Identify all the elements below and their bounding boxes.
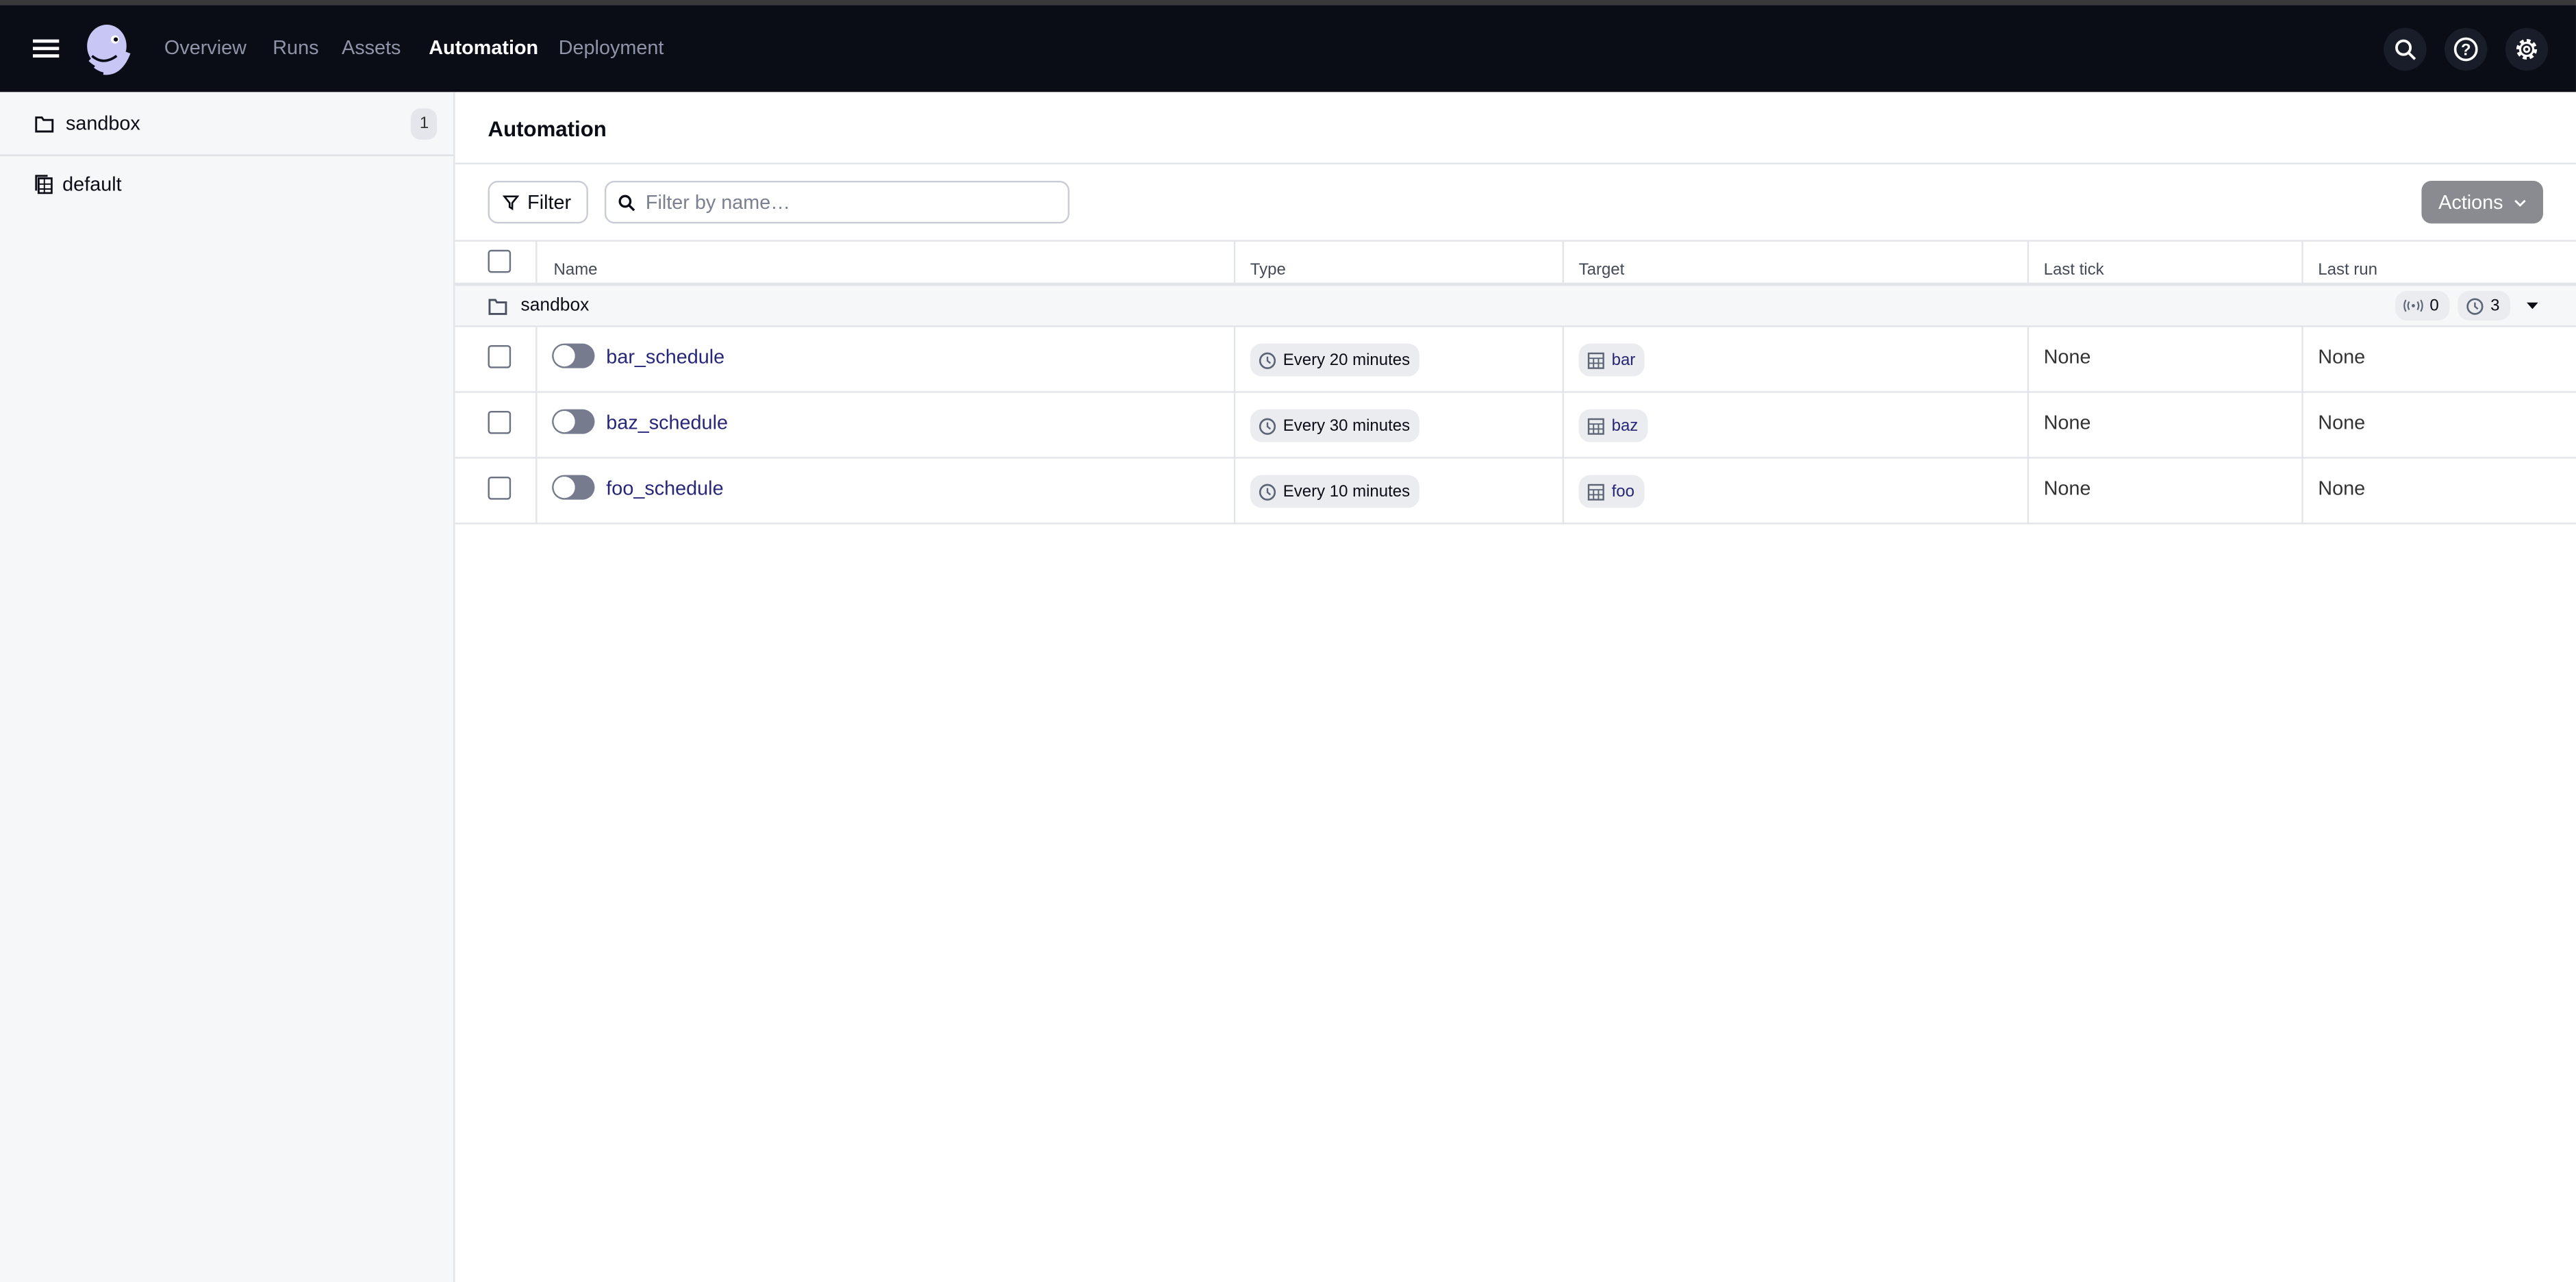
- sidebar-item-label: default: [62, 173, 122, 196]
- group-row-sandbox[interactable]: sandbox 0 3: [455, 282, 2576, 327]
- row-checkbox[interactable]: [488, 477, 512, 500]
- last-tick: None: [2043, 411, 2091, 434]
- actions-label: Actions: [2438, 190, 2503, 214]
- actions-button[interactable]: Actions: [2421, 181, 2543, 224]
- table-row: foo_schedule Every 10 minutes foo None N…: [455, 458, 2576, 525]
- table-icon: [1587, 417, 1604, 434]
- column-header-type[interactable]: Type: [1250, 261, 1286, 280]
- window-top-strip: [0, 0, 2576, 5]
- schedule-type: Every 20 minutes: [1283, 351, 1411, 369]
- sidebar-item-sandbox[interactable]: sandbox 1: [0, 92, 454, 157]
- last-run: None: [2318, 345, 2366, 368]
- search-placeholder: Filter by name…: [645, 190, 791, 214]
- repository-icon: [35, 175, 53, 194]
- help-button[interactable]: ?: [2445, 27, 2488, 71]
- schedule-type-pill: Every 20 minutes: [1250, 343, 1420, 377]
- clock-icon: [2466, 297, 2484, 314]
- schedule-name-link[interactable]: foo_schedule: [606, 477, 724, 500]
- target-pill[interactable]: foo: [1578, 475, 1645, 508]
- last-run: None: [2318, 411, 2366, 434]
- schedule-type-pill: Every 10 minutes: [1250, 475, 1420, 508]
- schedule-name-link[interactable]: baz_schedule: [606, 411, 728, 434]
- table-icon: [1587, 483, 1604, 500]
- sidebar-item-default[interactable]: default: [0, 168, 453, 201]
- column-header-last-tick[interactable]: Last tick: [2043, 261, 2104, 280]
- help-icon: ?: [2453, 37, 2478, 62]
- target-name: foo: [1611, 482, 1634, 501]
- dagster-logo[interactable]: [81, 23, 134, 77]
- last-tick: None: [2043, 477, 2091, 500]
- filter-button[interactable]: Filter: [488, 181, 588, 224]
- schedule-toggle[interactable]: [552, 409, 595, 434]
- schedule-type: Every 10 minutes: [1283, 482, 1411, 501]
- schedules-count: 3: [2490, 297, 2500, 315]
- select-all-checkbox[interactable]: [488, 249, 512, 273]
- target-pill[interactable]: bar: [1578, 343, 1645, 377]
- schedules-count-badge: 3: [2458, 290, 2510, 321]
- table-row: baz_schedule Every 30 minutes baz None N…: [455, 392, 2576, 459]
- nav-assets[interactable]: Assets: [342, 36, 401, 60]
- sensors-count-badge: 0: [2395, 290, 2449, 321]
- target-name: baz: [1611, 416, 1639, 435]
- column-header-last-run[interactable]: Last run: [2318, 261, 2377, 280]
- page-title: Automation: [488, 116, 607, 142]
- search-button[interactable]: [2384, 27, 2427, 71]
- nav-runs[interactable]: Runs: [273, 36, 319, 60]
- clock-icon: [1259, 417, 1276, 434]
- table-icon: [1587, 351, 1604, 368]
- target-pill[interactable]: baz: [1578, 409, 1648, 442]
- schedule-type: Every 30 minutes: [1283, 416, 1411, 435]
- schedule-type-pill: Every 30 minutes: [1250, 409, 1420, 442]
- table-row: bar_schedule Every 20 minutes bar None N…: [455, 327, 2576, 393]
- nav-deployment[interactable]: Deployment: [558, 36, 664, 60]
- search-icon: [618, 194, 635, 211]
- last-tick: None: [2043, 345, 2091, 368]
- folder-icon: [35, 115, 54, 132]
- sensors-count: 0: [2429, 297, 2439, 315]
- filter-icon: [503, 195, 520, 211]
- column-header-target[interactable]: Target: [1578, 261, 1625, 280]
- nav-overview[interactable]: Overview: [164, 36, 247, 60]
- group-label: sandbox: [520, 296, 590, 316]
- nav-automation[interactable]: Automation: [429, 36, 539, 60]
- schedule-toggle[interactable]: [552, 475, 595, 500]
- sidebar-item-label: sandbox: [65, 112, 140, 135]
- chevron-down-icon: [2514, 199, 2525, 206]
- row-checkbox[interactable]: [488, 345, 512, 368]
- clock-icon: [1259, 483, 1276, 500]
- top-nav: Overview Runs Assets Automation Deployme…: [0, 5, 2576, 92]
- svg-text:?: ?: [2461, 40, 2471, 59]
- count-badge: 1: [411, 108, 438, 139]
- search-input[interactable]: Filter by name…: [604, 181, 1070, 224]
- filter-label: Filter: [527, 190, 572, 214]
- column-header-name[interactable]: Name: [553, 261, 598, 280]
- schedule-toggle[interactable]: [552, 343, 595, 368]
- clock-icon: [1259, 351, 1276, 368]
- menu-icon[interactable]: [32, 38, 60, 59]
- caret-down-icon[interactable]: [2526, 302, 2538, 310]
- row-checkbox[interactable]: [488, 411, 512, 434]
- folder-icon: [488, 299, 507, 315]
- schedule-name-link[interactable]: bar_schedule: [606, 345, 725, 368]
- last-run: None: [2318, 477, 2366, 500]
- settings-button[interactable]: [2505, 27, 2549, 71]
- sensor-icon: [2403, 299, 2423, 312]
- sidebar: sandbox 1 default: [0, 92, 455, 1282]
- search-icon: [2395, 39, 2416, 60]
- gear-icon: [2516, 38, 2538, 60]
- main-content: Automation Filter Filter by name… Action…: [455, 92, 2576, 1282]
- target-name: bar: [1611, 351, 1636, 369]
